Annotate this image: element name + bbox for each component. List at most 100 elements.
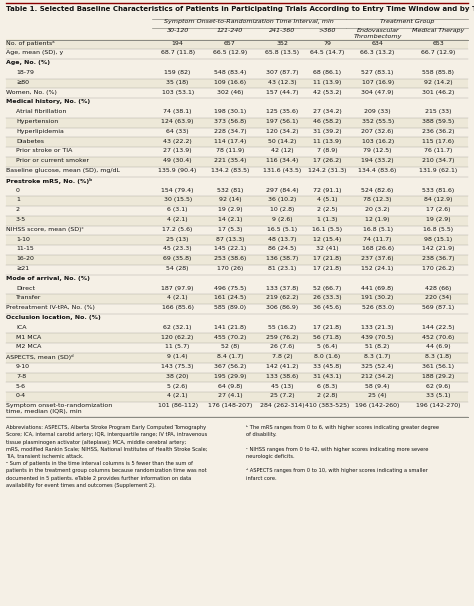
Text: 3-5: 3-5 (16, 217, 26, 222)
Text: Table 1. Selected Baseline Characteristics of Patients in Participating Trials A: Table 1. Selected Baseline Characteristi… (6, 6, 474, 12)
Text: 54 (28): 54 (28) (166, 266, 189, 271)
Bar (6, 39, 468, 49)
Text: 133 (37.8): 133 (37.8) (266, 285, 298, 291)
Text: 107 (16.9): 107 (16.9) (362, 80, 394, 85)
Text: 36 (45.6): 36 (45.6) (313, 305, 341, 310)
Text: 188 (29.2): 188 (29.2) (422, 374, 455, 379)
Text: 8.0 (1.6): 8.0 (1.6) (314, 355, 340, 359)
Bar (6, 402, 468, 417)
Text: 187 (97.9): 187 (97.9) (161, 285, 194, 291)
Text: 159 (82): 159 (82) (164, 70, 191, 75)
Text: Prestroke mRS, No. (%)ᵇ: Prestroke mRS, No. (%)ᵇ (6, 178, 92, 184)
Text: 145 (22.1): 145 (22.1) (214, 247, 246, 251)
Bar (6, 225, 468, 236)
Text: NIHSS score, mean (SD)ᶜ: NIHSS score, mean (SD)ᶜ (6, 227, 84, 232)
Text: 35 (18): 35 (18) (166, 80, 189, 85)
Bar (6, 353, 468, 363)
Text: 352: 352 (276, 41, 288, 45)
Text: 109 (16.6): 109 (16.6) (214, 80, 246, 85)
Text: 51 (8.2): 51 (8.2) (365, 344, 390, 350)
Bar (6, 49, 468, 59)
Text: Treatment Group: Treatment Group (380, 19, 435, 24)
Text: 219 (62.2): 219 (62.2) (266, 296, 298, 301)
Bar (6, 196, 468, 206)
Text: 65.8 (13.5): 65.8 (13.5) (265, 50, 299, 56)
Text: 66.5 (12.9): 66.5 (12.9) (213, 50, 247, 56)
Text: 4 (2.1): 4 (2.1) (167, 217, 188, 222)
Text: 585 (89.0): 585 (89.0) (214, 305, 246, 310)
Text: 11 (5.7): 11 (5.7) (165, 344, 190, 350)
Text: 62 (32.1): 62 (32.1) (164, 325, 192, 330)
Text: 9 (2.6): 9 (2.6) (272, 217, 292, 222)
Text: 14 (2.1): 14 (2.1) (218, 217, 242, 222)
Text: Transfer: Transfer (16, 296, 41, 301)
Text: Direct: Direct (16, 285, 35, 291)
Text: 154 (79.4): 154 (79.4) (161, 188, 194, 193)
Text: 120 (34.2): 120 (34.2) (266, 129, 298, 134)
Text: 157 (44.7): 157 (44.7) (266, 90, 298, 95)
Text: 92 (14): 92 (14) (219, 198, 241, 202)
Text: ᶜ NIHSS ranges from 0 to 42, with higher scores indicating more severe: ᶜ NIHSS ranges from 0 to 42, with higher… (246, 447, 428, 452)
Text: 238 (36.7): 238 (36.7) (422, 256, 455, 261)
Text: Endovascular
Thrombectomy: Endovascular Thrombectomy (354, 28, 402, 39)
Text: 325 (52.4): 325 (52.4) (362, 364, 394, 369)
Text: 68.7 (11.8): 68.7 (11.8) (161, 50, 195, 56)
Text: 116 (34.4): 116 (34.4) (266, 158, 298, 163)
Text: 11 (13.9): 11 (13.9) (313, 80, 341, 85)
Text: mRS, modified Rankin Scale; NIHSS, National Institutes of Health Stroke Scale;: mRS, modified Rankin Scale; NIHSS, Natio… (6, 447, 208, 452)
Bar (6, 382, 468, 392)
Text: 439 (70.5): 439 (70.5) (362, 335, 394, 340)
Text: 103 (53.1): 103 (53.1) (162, 90, 194, 95)
Text: 134.4 (83.6): 134.4 (83.6) (358, 168, 397, 173)
Text: 533 (81.6): 533 (81.6) (422, 188, 455, 193)
Text: 304 (47.9): 304 (47.9) (361, 90, 394, 95)
Text: 558 (85.8): 558 (85.8) (422, 70, 455, 75)
Bar (6, 147, 468, 157)
Text: 237 (37.6): 237 (37.6) (361, 256, 394, 261)
Text: 30-120: 30-120 (166, 28, 189, 33)
Text: 134.2 (83.5): 134.2 (83.5) (210, 168, 249, 173)
Text: 452 (70.6): 452 (70.6) (422, 335, 455, 340)
Text: 133 (21.3): 133 (21.3) (362, 325, 394, 330)
Text: 4 (2.1): 4 (2.1) (167, 296, 188, 301)
Text: 5-6: 5-6 (16, 384, 26, 388)
Text: 297 (84.4): 297 (84.4) (266, 188, 298, 193)
Text: 259 (76.2): 259 (76.2) (266, 335, 298, 340)
Text: 87 (13.3): 87 (13.3) (216, 237, 244, 242)
Text: 50 (14.2): 50 (14.2) (268, 139, 296, 144)
Text: 25 (13): 25 (13) (166, 237, 189, 242)
Text: 170 (26): 170 (26) (217, 266, 243, 271)
Text: 17.2 (5.6): 17.2 (5.6) (163, 227, 193, 232)
Text: 496 (75.5): 496 (75.5) (214, 285, 246, 291)
Text: 1: 1 (16, 198, 20, 202)
Text: 352 (55.5): 352 (55.5) (362, 119, 394, 124)
Text: 8.4 (1.7): 8.4 (1.7) (217, 355, 243, 359)
Text: 11 (13.9): 11 (13.9) (313, 139, 341, 144)
Text: 388 (59.5): 388 (59.5) (422, 119, 455, 124)
Text: 18-79: 18-79 (16, 70, 34, 75)
Text: Medical history, No. (%): Medical history, No. (%) (6, 99, 90, 104)
Text: Atrial fibrillation: Atrial fibrillation (16, 109, 66, 115)
Text: 42 (53.2): 42 (53.2) (313, 90, 342, 95)
Text: 6 (8.3): 6 (8.3) (317, 384, 337, 388)
Text: 196 (142-270): 196 (142-270) (416, 404, 461, 408)
Text: M2 MCA: M2 MCA (16, 344, 41, 350)
Text: No. of patientsᵃ: No. of patientsᵃ (6, 41, 55, 45)
Text: 17 (5.3): 17 (5.3) (218, 227, 242, 232)
Text: ASPECTS, mean (SD)ᵈ: ASPECTS, mean (SD)ᵈ (6, 355, 73, 361)
Text: 76 (11.7): 76 (11.7) (424, 148, 453, 153)
Text: M1 MCA: M1 MCA (16, 335, 41, 340)
Text: availability for event times and outcomes (Supplement 2).: availability for event times and outcome… (6, 483, 156, 488)
Text: Diabetes: Diabetes (16, 139, 44, 144)
Text: 306 (86.9): 306 (86.9) (266, 305, 298, 310)
Text: Symptom Onset-to-Randomization Time Interval, min: Symptom Onset-to-Randomization Time Inte… (164, 19, 334, 24)
Text: 58 (9.4): 58 (9.4) (365, 384, 390, 388)
Text: 131.6 (43.5): 131.6 (43.5) (263, 168, 301, 173)
Text: 64 (33): 64 (33) (166, 129, 189, 134)
Text: 301 (46.2): 301 (46.2) (422, 90, 455, 95)
Text: patients in the treatment group columns because randomization time was not: patients in the treatment group columns … (6, 468, 207, 473)
Bar (6, 284, 468, 295)
Text: 144 (22.5): 144 (22.5) (422, 325, 455, 330)
Text: 86 (24.5): 86 (24.5) (268, 247, 296, 251)
Text: 66.7 (12.9): 66.7 (12.9) (421, 50, 456, 56)
